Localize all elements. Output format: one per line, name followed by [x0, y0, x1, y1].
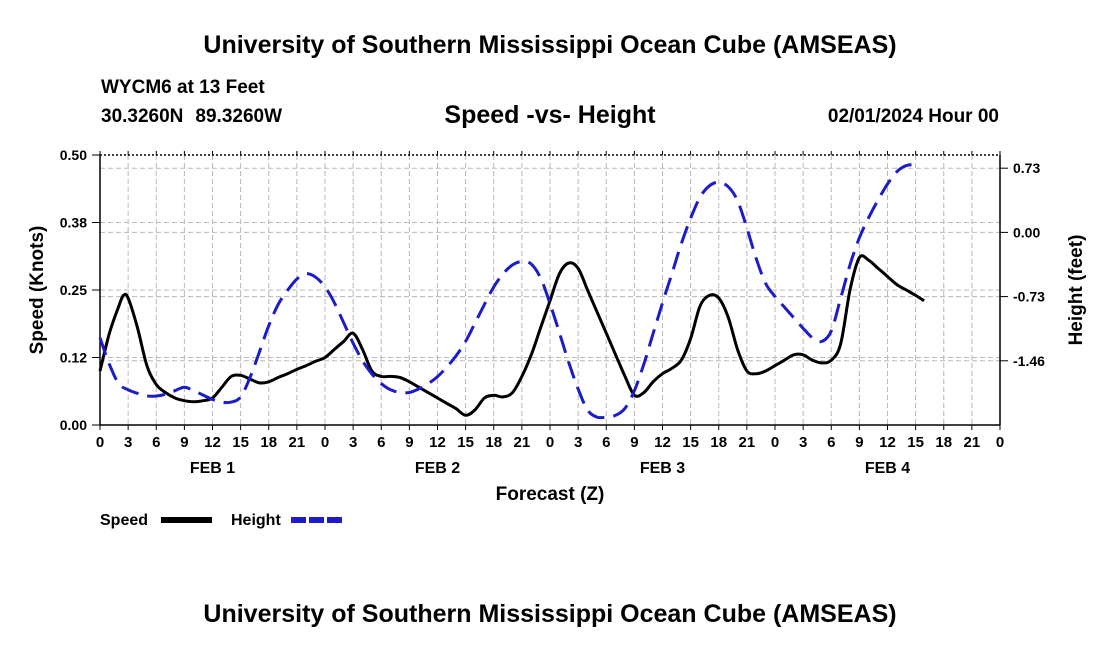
- legend-label-height: Height: [231, 512, 281, 529]
- x-tick-label: 12: [429, 434, 446, 451]
- latitude: 30.3260N: [101, 106, 184, 127]
- x-tick-label: 15: [232, 434, 249, 451]
- day-label: FEB 1: [190, 460, 235, 477]
- x-tick-label: 21: [514, 434, 531, 451]
- footer-title: University of Southern Mississippi Ocean…: [203, 600, 897, 628]
- x-tick-label: 18: [935, 434, 952, 451]
- y-tick-label-left: 0.12: [60, 350, 87, 366]
- x-tick-label: 9: [630, 434, 638, 451]
- chart-title: University of Southern Mississippi Ocean…: [203, 31, 897, 59]
- x-tick-label: 0: [771, 434, 779, 451]
- x-tick-label: 0: [996, 434, 1004, 451]
- y-axis-label-left: Speed (Knots): [27, 226, 48, 355]
- forecast-date: 02/01/2024 Hour 00: [827, 106, 999, 127]
- day-label: FEB 2: [415, 460, 460, 477]
- chart-subtitle: Speed -vs- Height: [444, 101, 656, 129]
- series-line-speed: [98, 254, 925, 417]
- x-tick-label: 9: [855, 434, 863, 451]
- x-tick-label: 6: [602, 434, 610, 451]
- x-tick-label: 12: [204, 434, 221, 451]
- y-tick-label-left: 0.38: [60, 215, 87, 231]
- x-tick-label: 21: [964, 434, 981, 451]
- longitude: 89.3260W: [195, 106, 283, 127]
- x-tick-label: 12: [879, 434, 896, 451]
- y-axis-label-right: Height (feet): [1066, 235, 1087, 346]
- x-tick-label: 3: [124, 434, 132, 451]
- x-tick-label: 3: [799, 434, 807, 451]
- x-tick-label: 3: [574, 434, 582, 451]
- y-tick-label-right: 0.00: [1013, 224, 1040, 240]
- y-tick-label-right: -1.46: [1013, 353, 1045, 369]
- x-tick-label: 12: [654, 434, 671, 451]
- x-tick-label: 21: [289, 434, 306, 451]
- y-tick-label-right: -0.73: [1013, 289, 1045, 305]
- day-label: FEB 3: [640, 460, 685, 477]
- legend-label-speed: Speed: [100, 512, 148, 529]
- x-tick-label: 9: [180, 434, 188, 451]
- x-tick-label: 6: [152, 434, 160, 451]
- x-tick-label: 0: [96, 434, 104, 451]
- x-tick-label: 6: [377, 434, 385, 451]
- y-tick-label-left: 0.50: [60, 147, 87, 163]
- series-line-height: [98, 163, 916, 420]
- x-tick-label: 18: [710, 434, 727, 451]
- station-label: WYCM6 at 13 Feet: [101, 77, 265, 98]
- x-tick-label: 9: [405, 434, 413, 451]
- x-tick-label: 15: [457, 434, 474, 451]
- day-label: FEB 4: [865, 460, 910, 477]
- x-tick-label: 21: [739, 434, 756, 451]
- coordinates: 30.3260N 89.3260W: [101, 106, 282, 128]
- x-tick-label: 15: [682, 434, 699, 451]
- x-tick-label: 0: [321, 434, 329, 451]
- y-tick-label-left: 0.25: [60, 282, 87, 298]
- x-tick-label: 0: [546, 434, 554, 451]
- x-tick-label: 3: [349, 434, 357, 451]
- x-tick-label: 15: [907, 434, 924, 451]
- y-tick-label-left: 0.00: [60, 417, 87, 433]
- x-tick-label: 18: [485, 434, 502, 451]
- x-tick-label: 6: [827, 434, 835, 451]
- x-axis-label: Forecast (Z): [496, 484, 605, 505]
- x-tick-label: 18: [260, 434, 277, 451]
- y-tick-label-right: 0.73: [1013, 160, 1040, 176]
